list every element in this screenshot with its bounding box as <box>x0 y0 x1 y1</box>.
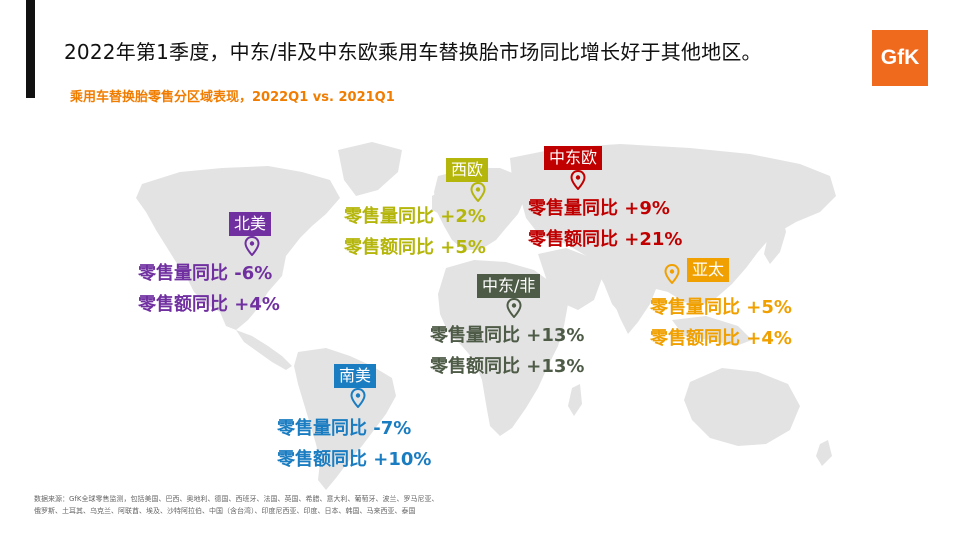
region-name: 南美 <box>339 366 372 385</box>
volume-row: 零售量同比 -7% <box>277 413 431 444</box>
region-tag-western-europe: 西欧 <box>446 158 489 182</box>
location-pin-icon <box>506 298 522 318</box>
region-tag-middle-east-africa: 中东/非 <box>477 274 541 298</box>
value-value: +4% <box>746 328 792 349</box>
value-row: 零售额同比 +4% <box>138 289 280 320</box>
volume-value: -7% <box>373 418 412 439</box>
map-north-america <box>136 166 340 330</box>
metric-block-western-europe: 零售量同比 +2% 零售额同比 +5% <box>344 201 486 263</box>
location-pin-icon <box>350 388 366 408</box>
data-source-footnote: 数据来源：GfK全球零售监测，包括美国、巴西、奥地利、德国、西班牙、法国、英国、… <box>34 493 438 517</box>
map-europe <box>434 168 526 250</box>
region-name: 西欧 <box>451 160 484 179</box>
gfk-logo: GfK <box>872 30 928 86</box>
value-label: 零售额同比 <box>277 449 367 470</box>
value-label: 零售额同比 <box>650 328 740 349</box>
page-subtitle: 乘用车替换胎零售分区域表现，2022Q1 vs. 2021Q1 <box>70 90 395 105</box>
volume-row: 零售量同比 +13% <box>430 320 584 351</box>
volume-value: +2% <box>440 206 486 227</box>
map-japan <box>764 214 786 264</box>
map-central-america <box>236 330 292 370</box>
map-greenland <box>338 142 402 196</box>
region-name: 亚太 <box>692 260 725 279</box>
region-tag-south-america: 南美 <box>334 364 377 388</box>
location-pin-icon <box>470 182 486 202</box>
region-tag-north-america: 北美 <box>229 212 272 236</box>
volume-label: 零售量同比 <box>277 418 367 439</box>
map-middle-east <box>538 248 602 310</box>
location-pin-icon <box>244 236 260 256</box>
footnote-line: 数据来源：GfK全球零售监测，包括美国、巴西、奥地利、德国、西班牙、法国、英国、… <box>34 495 439 503</box>
region-name: 中东/非 <box>482 276 536 295</box>
value-value: +4% <box>234 294 280 315</box>
metric-block-north-america: 零售量同比 -6% 零售额同比 +4% <box>138 258 280 320</box>
region-name: 北美 <box>234 214 267 233</box>
value-label: 零售额同比 <box>138 294 228 315</box>
value-label: 零售额同比 <box>344 237 434 258</box>
location-pin-icon <box>664 264 680 284</box>
map-india <box>612 270 658 334</box>
metric-block-south-america: 零售量同比 -7% 零售额同比 +10% <box>277 413 431 475</box>
volume-value: -6% <box>234 263 273 284</box>
volume-label: 零售量同比 <box>138 263 228 284</box>
volume-label: 零售量同比 <box>430 325 520 346</box>
location-pin-icon <box>570 170 586 190</box>
volume-value: +9% <box>624 198 670 219</box>
map-asia <box>510 144 836 318</box>
map-madagascar <box>568 384 582 416</box>
page-title: 2022年第1季度，中东/非及中东欧乘用车替换胎市场同比增长好于其他地区。 <box>64 40 762 64</box>
volume-row: 零售量同比 -6% <box>138 258 280 289</box>
value-row: 零售额同比 +21% <box>528 224 682 255</box>
volume-value: +5% <box>746 297 792 318</box>
value-label: 零售额同比 <box>528 229 618 250</box>
volume-row: 零售量同比 +2% <box>344 201 486 232</box>
map-uk <box>432 190 446 214</box>
value-label: 零售额同比 <box>430 356 520 377</box>
value-row: 零售额同比 +4% <box>650 323 792 354</box>
region-tag-asia-pacific: 亚太 <box>687 258 730 282</box>
value-value: +5% <box>440 237 486 258</box>
value-row: 零售额同比 +10% <box>277 444 431 475</box>
value-row: 零售额同比 +13% <box>430 351 584 382</box>
region-tag-central-eastern-europe: 中东欧 <box>544 146 603 170</box>
map-australia <box>684 368 800 446</box>
volume-label: 零售量同比 <box>650 297 740 318</box>
map-africa <box>438 260 568 436</box>
metric-block-middle-east-africa: 零售量同比 +13% 零售额同比 +13% <box>430 320 584 382</box>
volume-row: 零售量同比 +5% <box>650 292 792 323</box>
metric-block-asia-pacific: 零售量同比 +5% 零售额同比 +4% <box>650 292 792 354</box>
metric-block-central-eastern-europe: 零售量同比 +9% 零售额同比 +21% <box>528 193 682 255</box>
volume-label: 零售量同比 <box>344 206 434 227</box>
value-row: 零售额同比 +5% <box>344 232 486 263</box>
value-value: +13% <box>526 356 585 377</box>
map-se-asia <box>672 316 752 346</box>
volume-label: 零售量同比 <box>528 198 618 219</box>
map-new-zealand <box>816 440 832 466</box>
accent-bar <box>26 0 35 98</box>
value-value: +10% <box>373 449 432 470</box>
region-name: 中东欧 <box>549 148 598 167</box>
volume-value: +13% <box>526 325 585 346</box>
footnote-line: 俄罗斯、土耳其、乌克兰、阿联酋、埃及、沙特阿拉伯、中国（含台湾）、印度尼西亚、印… <box>34 507 416 515</box>
volume-row: 零售量同比 +9% <box>528 193 682 224</box>
value-value: +21% <box>624 229 683 250</box>
